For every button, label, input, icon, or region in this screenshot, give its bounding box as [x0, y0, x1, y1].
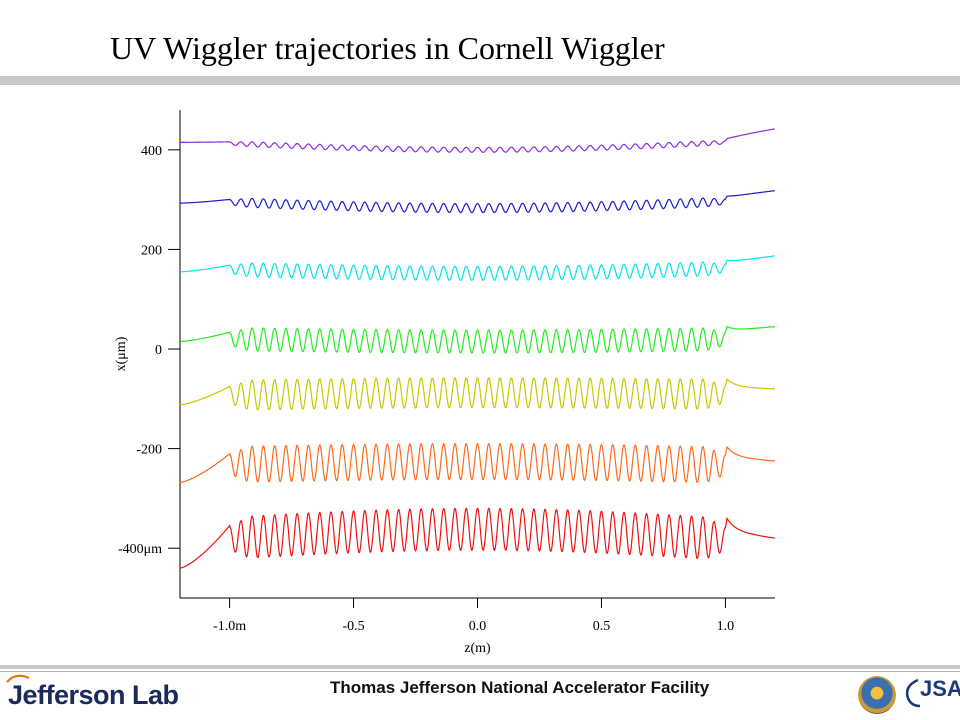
jefferson-lab-logo: Jefferson Lab [8, 680, 179, 710]
trajectory-line-7 [179, 507, 776, 569]
x-tick-label: 0.5 [593, 619, 611, 634]
facility-name: Thomas Jefferson National Accelerator Fa… [330, 678, 710, 697]
y-axis-label: x(μm) [114, 336, 129, 371]
x-tick-label: 0.0 [469, 619, 487, 634]
trajectory-chart: 400 200 0 -200 -400μm -1.0m -0.5 0.0 0.5 1.0 z(m) x… [114, 110, 776, 656]
slide-title: UV Wiggler trajectories in Cornell Wiggl… [110, 30, 665, 66]
trajectory-line-1 [179, 128, 776, 153]
y-tick-label: 200 [141, 243, 162, 258]
trajectory-line-4 [179, 325, 776, 354]
x-tick-label: -1.0m [213, 619, 246, 634]
footer-rule [0, 665, 960, 669]
trajectory-line-5 [179, 377, 776, 411]
jlab-swoosh-icon [6, 674, 30, 683]
trajectory-line-2 [179, 190, 776, 214]
jsa-swoosh-icon [905, 678, 921, 708]
y-tick-label: 400 [141, 144, 162, 159]
jsa-logo: JSA [902, 676, 960, 702]
y-tick-label: 0 [155, 343, 162, 358]
y-tick-label: -400μm [118, 542, 162, 557]
x-axis-label: z(m) [464, 641, 491, 656]
footer-rule-thin [0, 671, 960, 672]
doe-seal-icon [858, 676, 896, 714]
y-tick-label: -200 [136, 443, 162, 458]
x-tick-label: -0.5 [342, 619, 364, 634]
jsa-logo-text: JSA [920, 676, 960, 701]
trajectory-line-3 [179, 255, 776, 281]
title-rule [0, 76, 960, 85]
trajectory-line-6 [179, 442, 776, 484]
x-tick-label: 1.0 [717, 619, 735, 634]
